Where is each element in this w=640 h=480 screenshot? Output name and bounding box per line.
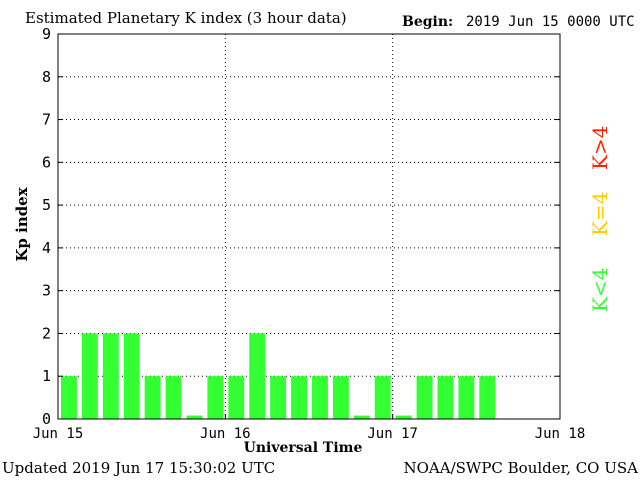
bar-6 — [186, 415, 203, 419]
bar-11 — [291, 376, 307, 419]
ytick-label-2: 2 — [42, 324, 51, 342]
bar-13 — [332, 376, 349, 419]
chart-title: Estimated Planetary K index (3 hour data… — [25, 9, 347, 27]
bar-0 — [61, 376, 77, 419]
source-credit: NOAA/SWPC Boulder, CO USA — [403, 459, 638, 477]
xtick-label-1: Jun 16 — [200, 426, 251, 442]
plot-frame — [57, 33, 561, 420]
bar-5 — [165, 376, 182, 419]
updated-timestamp: Updated 2019 Jun 17 15:30:02 UTC — [2, 459, 276, 477]
ytick-label-5: 5 — [42, 196, 51, 214]
ytick-label-4: 4 — [42, 239, 51, 257]
ytick-label-6: 6 — [42, 153, 51, 171]
ytick-label-0: 0 — [42, 410, 51, 428]
legend-k-less-4: K<4 — [588, 267, 612, 312]
bar-20 — [479, 376, 496, 419]
legend-k-greater-4: K>4 — [588, 125, 612, 170]
bar-3 — [123, 333, 140, 419]
bar-2 — [102, 333, 119, 419]
bar-18 — [437, 376, 454, 419]
xtick-label-2: Jun 17 — [367, 426, 418, 442]
xtick-label-3: Jun 18 — [535, 426, 586, 442]
y-axis-label: Kp index — [13, 186, 31, 261]
bar-16 — [395, 415, 412, 419]
bar-8 — [228, 376, 245, 419]
ytick-label-7: 7 — [42, 111, 51, 129]
x-axis-label: Universal Time — [244, 440, 363, 456]
ytick-label-8: 8 — [42, 68, 51, 86]
ytick-label-1: 1 — [42, 367, 51, 385]
legend-k-equal-4: K=4 — [588, 191, 612, 236]
bar-10 — [270, 376, 287, 419]
bar-4 — [144, 376, 161, 419]
bar-9 — [249, 333, 266, 419]
ytick-label-3: 3 — [42, 282, 51, 300]
bar-7 — [207, 376, 224, 419]
bar-14 — [353, 415, 370, 419]
bar-1 — [81, 333, 98, 419]
bar-15 — [374, 376, 391, 419]
bar-19 — [458, 376, 475, 419]
ytick-label-9: 9 — [42, 25, 51, 43]
bar-17 — [416, 376, 433, 419]
begin-value: 2019 Jun 15 0000 UTC — [466, 14, 635, 30]
begin-label: Begin: — [402, 14, 454, 30]
xtick-label-0: Jun 15 — [33, 426, 84, 442]
bar-12 — [312, 376, 328, 419]
